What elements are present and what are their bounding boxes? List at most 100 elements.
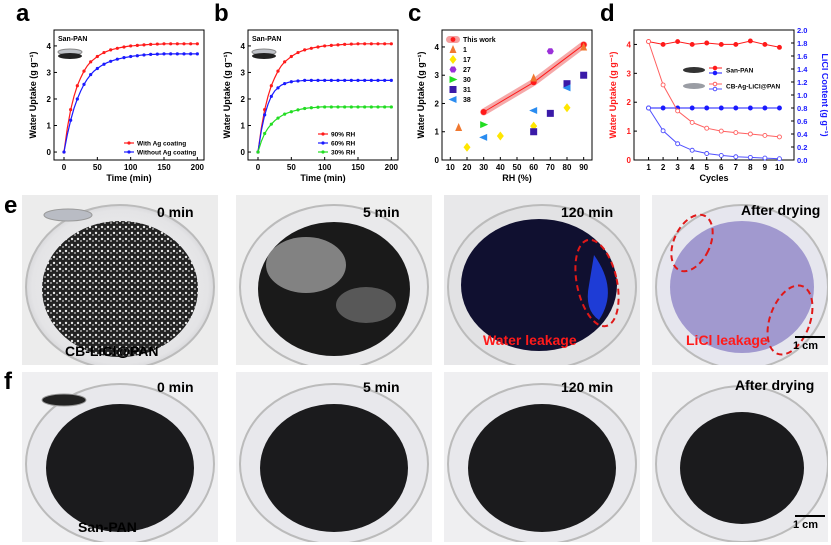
- legend-sample-icon: [683, 83, 705, 89]
- y-tick-label: 4: [241, 42, 246, 51]
- ref-38-point: [562, 84, 571, 92]
- legend-label: 30% RH: [331, 150, 356, 157]
- data-point: [316, 78, 320, 83]
- ref-1-point: [530, 73, 538, 82]
- series-line-2: [257, 106, 392, 153]
- y-axis-label: Water Uptake (g g⁻¹): [222, 52, 232, 139]
- x-tick-label: 6: [719, 163, 724, 172]
- data-point: [276, 69, 280, 73]
- data-point: [777, 134, 782, 140]
- legend-marker: [449, 45, 457, 53]
- legend-label: 27: [463, 67, 471, 74]
- data-point: [343, 105, 347, 109]
- data-point: [777, 44, 782, 50]
- data-point: [389, 42, 393, 46]
- y-tick-label: 1: [627, 127, 632, 136]
- panel-letter-e: e: [4, 192, 18, 219]
- data-point: [296, 108, 300, 112]
- legend-label: 60% RH: [331, 141, 356, 148]
- x-tick-label: 150: [157, 163, 171, 172]
- data-point: [323, 78, 327, 83]
- y-tick-label: 0: [47, 148, 52, 157]
- y-right-tick-label: 0.6: [797, 117, 807, 126]
- data-point: [142, 53, 146, 57]
- data-point: [309, 46, 313, 50]
- y-tick-label: 0: [627, 156, 632, 165]
- y-right-tick-label: 0.4: [797, 130, 808, 139]
- f-sample-label: San-PAN: [78, 519, 137, 535]
- data-point: [660, 105, 666, 111]
- photo-f-3: [652, 372, 828, 542]
- data-point: [363, 105, 367, 109]
- series-line-0: [648, 40, 780, 48]
- y-tick-label: 1: [241, 122, 246, 131]
- data-point: [155, 42, 159, 46]
- data-point: [675, 108, 681, 114]
- data-point: [762, 105, 768, 111]
- x-tick-label: 50: [287, 163, 296, 172]
- data-point: [189, 42, 193, 46]
- legend-marker: [321, 150, 325, 154]
- chart-c: 10 20 30 40 50 60 70 80 90 0 1 2 3 4 RH (%) Water Uptak…: [416, 29, 593, 183]
- data-point: [777, 156, 782, 162]
- plot-frame: [633, 29, 795, 161]
- data-point: [704, 40, 710, 46]
- data-point: [329, 43, 333, 47]
- data-point: [175, 42, 179, 46]
- f-time-1: 5 min: [363, 379, 400, 395]
- data-point: [349, 78, 353, 83]
- x-tick-label: 1: [646, 163, 651, 172]
- legend-marker: [449, 86, 457, 93]
- sample-disk-icon: [252, 53, 276, 59]
- data-point: [149, 52, 153, 57]
- data-point: [303, 78, 307, 83]
- data-point: [747, 154, 753, 160]
- data-point: [95, 54, 99, 59]
- data-point: [733, 154, 739, 160]
- data-point: [689, 41, 695, 47]
- x-tick-label: 50: [93, 163, 102, 172]
- data-point: [369, 42, 373, 46]
- photo-e-2: [444, 195, 640, 365]
- chart-title: San-PAN: [252, 36, 281, 43]
- data-point: [689, 147, 695, 153]
- x-tick-label: 0: [62, 163, 67, 172]
- x-tick-label: 9: [763, 163, 768, 172]
- data-point: [62, 150, 66, 154]
- e-water-leakage: Water leakage: [483, 332, 577, 348]
- y-right-tick-label: 0.8: [797, 104, 807, 113]
- legend-label: 90% RH: [331, 132, 356, 139]
- x-tick-label: 3: [675, 163, 680, 172]
- e-time-0: 0 min: [157, 204, 194, 220]
- x-tick-label: 7: [734, 163, 739, 172]
- data-point: [646, 105, 651, 111]
- legend-marker: [449, 76, 458, 83]
- data-point: [356, 42, 360, 46]
- data-point: [733, 130, 739, 136]
- e-time-1: 5 min: [363, 204, 400, 220]
- ref-31-point: [546, 109, 554, 117]
- data-point: [162, 52, 166, 56]
- data-point: [182, 52, 186, 56]
- data-point: [263, 113, 267, 117]
- data-point: [303, 48, 307, 52]
- series-line-1: [63, 53, 198, 153]
- data-point: [149, 42, 153, 46]
- panel-letter-c: c: [408, 0, 422, 27]
- data-point: [369, 78, 373, 83]
- data-point: [289, 80, 293, 84]
- data-point: [303, 106, 307, 111]
- x-tick-label: 100: [124, 163, 138, 172]
- data-point: [289, 54, 293, 59]
- data-point: [646, 39, 651, 45]
- panel-letter-b: b: [214, 0, 229, 27]
- e-licl-leakage: LiCl leakage: [686, 332, 768, 348]
- e-time-2: 120 min: [561, 204, 614, 220]
- y-tick-label: 2: [47, 95, 52, 104]
- data-point: [296, 79, 300, 83]
- x-tick-label: 100: [318, 163, 332, 172]
- y-axis-label: Water Uptake (g g⁻¹): [28, 52, 38, 139]
- x-axis-label: Time (min): [300, 173, 345, 183]
- x-tick-label: 80: [563, 163, 572, 172]
- x-tick-label: 90: [579, 163, 588, 172]
